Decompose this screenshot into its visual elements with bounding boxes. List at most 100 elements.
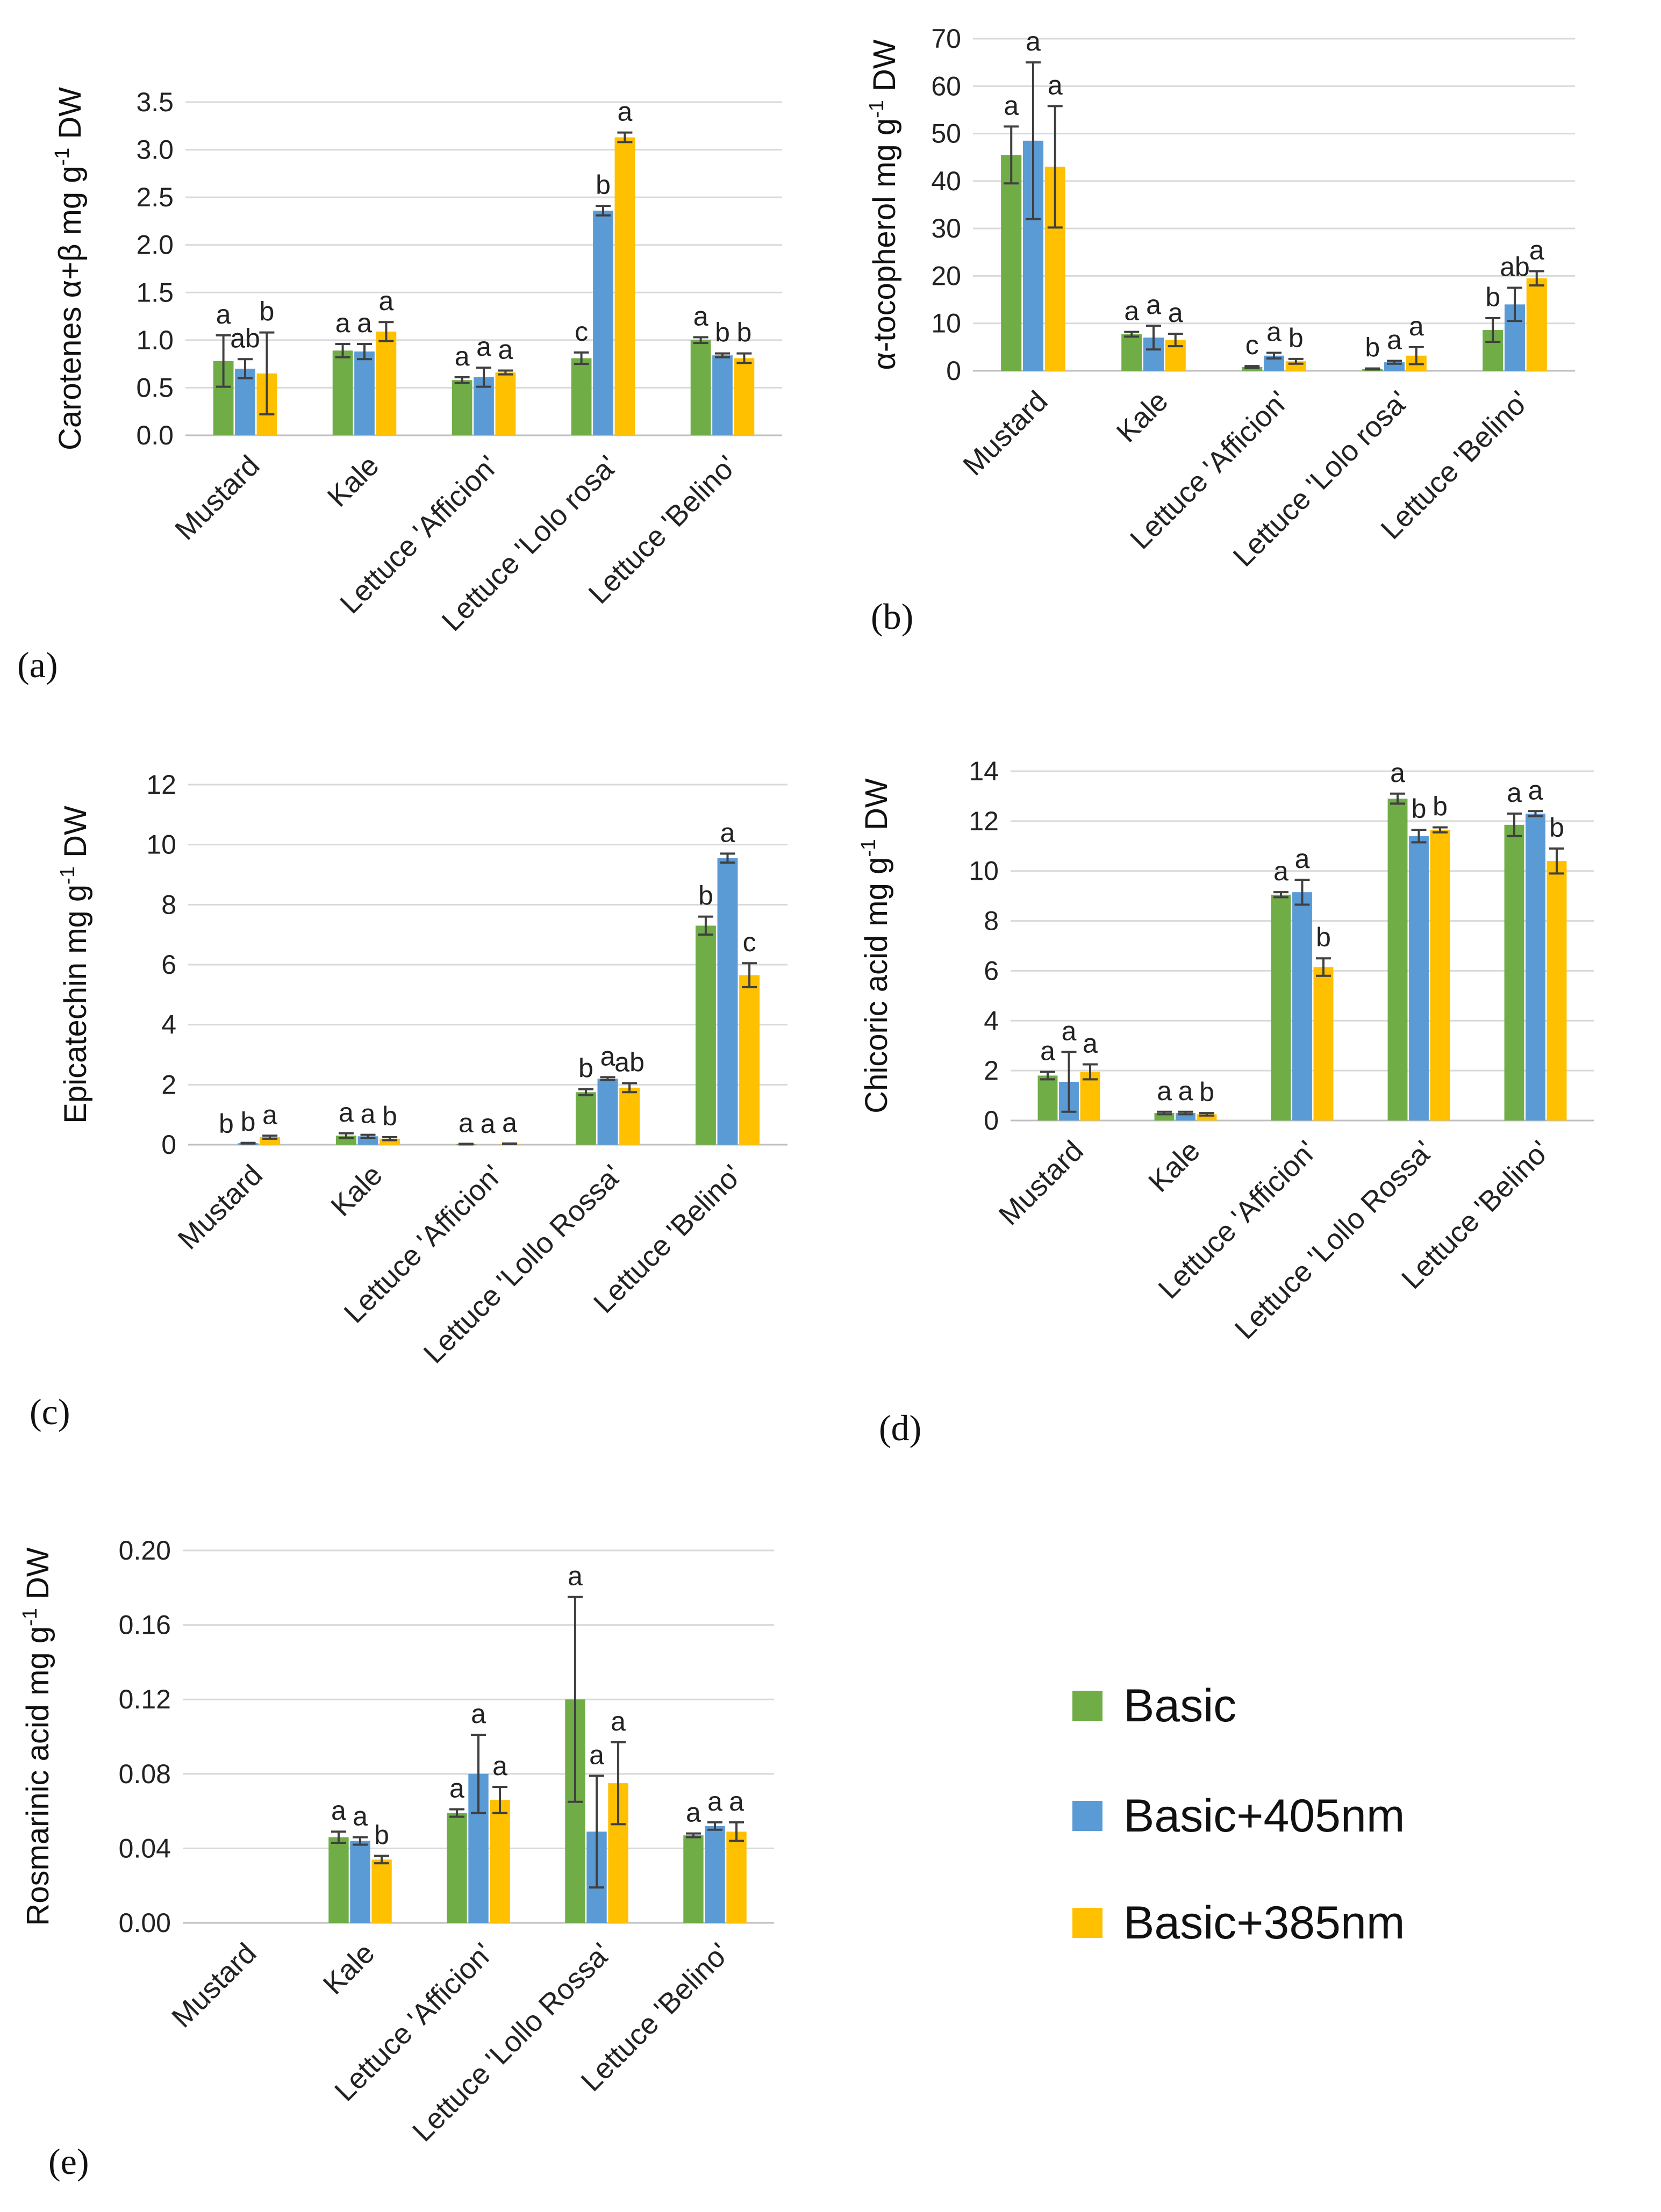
error-bar xyxy=(492,1786,508,1814)
category-label: Lettuce 'Lollo Rossa' xyxy=(1229,1134,1440,1345)
error-bar xyxy=(259,331,275,416)
error-bar xyxy=(240,1141,256,1145)
y-tick-label: 2 xyxy=(984,1055,999,1086)
bar-basic-405nm-lettuce-belino xyxy=(712,355,733,435)
bar-basic-lettuce-belino xyxy=(683,1835,704,1923)
y-tick-label: 1.0 xyxy=(136,325,174,355)
error-bar xyxy=(449,1808,464,1818)
significance-letter: b xyxy=(715,318,730,348)
significance-letter: a xyxy=(481,1109,496,1139)
category-label: Kale xyxy=(317,1937,381,2001)
y-axis-label: Epicatechin mg g-1 DW xyxy=(56,806,93,1124)
error-bar xyxy=(338,1132,354,1139)
significance-letter: b xyxy=(698,881,713,911)
y-axis-label: Chicoric acid mg g-1 DW xyxy=(857,778,894,1114)
bar-basic-lettuce-lollo-rossa xyxy=(575,1092,596,1145)
error-bar xyxy=(1485,317,1501,343)
y-tick-label: 0.0 xyxy=(136,420,174,450)
y-tick-label: 0.20 xyxy=(119,1535,171,1565)
y-tick-label: 6 xyxy=(984,956,999,986)
legend-swatch-basic xyxy=(1072,1691,1102,1721)
y-tick-label: 12 xyxy=(969,806,999,836)
y-tick-label: 14 xyxy=(969,756,999,786)
error-bar xyxy=(742,962,757,988)
bar-basic-405nm-kale xyxy=(350,1841,370,1923)
significance-letter: a xyxy=(720,817,735,848)
error-bar xyxy=(596,205,611,217)
error-bar xyxy=(357,342,372,361)
panel-label: (d) xyxy=(879,1407,921,1448)
category-label: Lettuce 'Lollo Rossa' xyxy=(418,1159,628,1369)
error-bar xyxy=(335,342,350,358)
y-tick-label: 0.5 xyxy=(136,372,174,403)
bar-basic-405nm-kale xyxy=(354,351,375,435)
significance-letter: a xyxy=(1266,317,1281,347)
y-tick-label: 3.0 xyxy=(136,135,174,165)
error-bar xyxy=(589,1775,604,1889)
error-bar xyxy=(720,852,735,864)
significance-letter: a xyxy=(1507,778,1522,808)
bar-basic-405nm-lettuce-lolo-rosa xyxy=(593,210,613,435)
significance-letter: a xyxy=(492,1751,507,1781)
significance-letter: b xyxy=(1316,922,1331,952)
error-bar xyxy=(693,336,708,344)
significance-letter: a xyxy=(693,301,708,332)
error-bar xyxy=(1432,826,1448,834)
significance-letter: a xyxy=(617,97,632,127)
significance-letter: c xyxy=(575,317,588,347)
significance-letter: a xyxy=(1295,844,1310,874)
bar-basic-405nm-lettuce-belino xyxy=(1526,813,1545,1121)
error-bar xyxy=(707,1821,722,1831)
bar-basic-lettuce-belino xyxy=(1504,824,1524,1121)
bar-basic-kale xyxy=(328,1837,349,1923)
significance-letter: b xyxy=(596,170,611,200)
legend-swatch-basic-385 xyxy=(1072,1908,1102,1938)
panel-label: (e) xyxy=(48,2141,89,2182)
significance-letter: a xyxy=(1026,26,1041,56)
significance-letter: a xyxy=(498,335,513,365)
bar-basic-lettuce-afficion xyxy=(452,380,472,435)
y-tick-label: 0.00 xyxy=(119,1908,171,1938)
y-tick-label: 0 xyxy=(161,1130,176,1160)
error-bar xyxy=(1365,367,1380,371)
error-bar xyxy=(1047,105,1063,229)
y-tick-label: 20 xyxy=(931,261,961,291)
significance-letter: a xyxy=(1083,1029,1098,1059)
significance-letter: a xyxy=(1168,298,1183,328)
error-bar xyxy=(1040,1071,1056,1081)
category-label: Kale xyxy=(1142,1134,1206,1198)
category-label: Mustard xyxy=(166,1937,262,2034)
significance-letter: a xyxy=(339,1097,354,1127)
error-bar xyxy=(685,1832,701,1838)
panel-label: (b) xyxy=(871,596,913,637)
error-bar xyxy=(1529,270,1544,287)
error-bar xyxy=(454,376,470,384)
bar-basic-385nm-lettuce-lollo-rossa xyxy=(1430,830,1450,1121)
significance-letter: a xyxy=(1178,1076,1193,1106)
y-tick-label: 8 xyxy=(161,889,176,920)
significance-letter: a xyxy=(335,308,350,338)
bar-basic-lettuce-afficion xyxy=(1271,894,1291,1121)
y-tick-label: 4 xyxy=(161,1010,176,1040)
y-tick-label: 2.5 xyxy=(136,182,174,212)
error-bar xyxy=(736,352,752,364)
significance-letter: b xyxy=(259,297,274,327)
bar-basic-405nm-lettuce-afficion xyxy=(1292,892,1312,1121)
significance-letter: a xyxy=(1062,1016,1077,1046)
bar-basic-405nm-lettuce-lollo-rossa xyxy=(1409,836,1429,1121)
y-tick-label: 0.08 xyxy=(119,1759,171,1789)
error-bar xyxy=(1549,847,1564,875)
significance-letter: a xyxy=(459,1108,474,1138)
bar-basic-385nm-lettuce-afficion xyxy=(490,1800,510,1923)
error-bar xyxy=(331,1830,346,1844)
significance-letter: ab xyxy=(230,323,260,353)
error-bar xyxy=(1411,829,1427,844)
error-bar xyxy=(1168,333,1183,348)
error-bar xyxy=(1004,125,1019,185)
significance-letter: a xyxy=(449,1773,464,1804)
